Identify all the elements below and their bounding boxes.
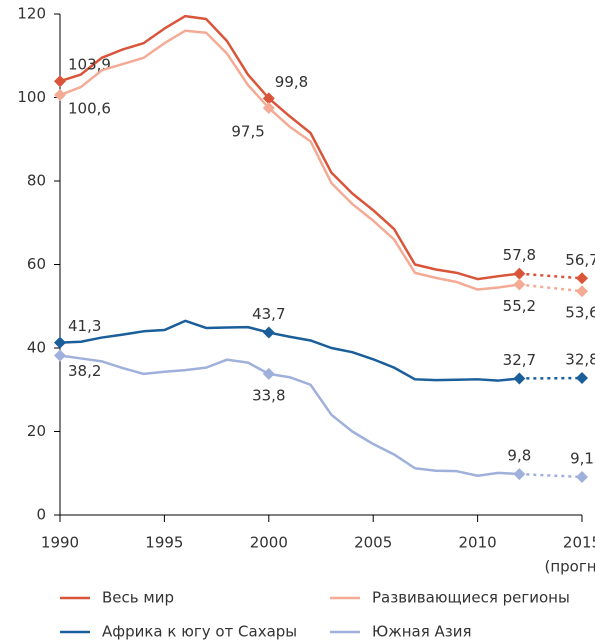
y-tick-label: 60 <box>27 255 46 273</box>
series-line <box>59 354 520 478</box>
marker <box>576 285 588 298</box>
marker <box>262 326 275 339</box>
marker <box>54 88 66 101</box>
y-tick-label: 120 <box>17 5 46 23</box>
data-label: 57,8 <box>503 246 536 264</box>
series-line <box>59 319 520 382</box>
marker <box>262 92 275 105</box>
forecast-note: (прогноз) <box>544 558 595 576</box>
marker <box>576 272 588 285</box>
data-label: 56,7 <box>565 251 595 269</box>
marker <box>54 75 66 88</box>
marker <box>513 372 526 385</box>
legend-label: Южная Азия <box>372 623 472 641</box>
y-tick-label: 20 <box>27 422 46 440</box>
legend-label: Африка к югу от Сахары <box>102 623 297 641</box>
x-tick-label: 2005 <box>354 534 392 552</box>
x-tick-label: 2000 <box>250 534 288 552</box>
marker <box>513 468 526 481</box>
data-label: 100,6 <box>68 99 111 117</box>
data-label: 55,2 <box>503 297 536 315</box>
marker <box>54 336 66 349</box>
data-label: 33,8 <box>252 386 285 404</box>
y-tick-label: 100 <box>17 88 46 106</box>
data-label: 32,8 <box>565 351 595 369</box>
data-label: 97,5 <box>231 122 264 140</box>
x-tick-label: 1995 <box>145 534 183 552</box>
forecast-line <box>519 283 583 293</box>
y-tick-label: 0 <box>36 506 46 524</box>
data-label: 9,1 <box>570 450 594 468</box>
data-label: 41,3 <box>68 317 101 335</box>
data-label: 32,7 <box>503 351 536 369</box>
data-label: 38,2 <box>68 362 101 380</box>
marker <box>513 267 526 280</box>
marker <box>576 471 588 484</box>
data-label: 9,8 <box>507 447 531 465</box>
marker <box>262 367 275 380</box>
data-label: 103,9 <box>68 56 111 74</box>
data-label: 43,7 <box>252 305 285 323</box>
forecast-line <box>519 472 583 479</box>
legend-label: Весь мир <box>102 589 174 607</box>
series-line <box>59 14 520 281</box>
y-tick-label: 40 <box>27 339 46 357</box>
marker <box>576 372 588 385</box>
x-tick-label: 2010 <box>459 534 497 552</box>
data-label: 53,6 <box>565 304 595 322</box>
y-tick-label: 80 <box>27 172 46 190</box>
x-tick-label: 2015 <box>563 534 595 552</box>
x-tick-label: 1990 <box>41 534 79 552</box>
marker <box>513 278 526 291</box>
forecast-line <box>519 272 583 280</box>
marker <box>262 101 275 114</box>
series-line <box>59 29 520 291</box>
marker <box>54 349 66 362</box>
legend-label: Развивающиеся регионы <box>372 589 570 607</box>
data-label: 99,8 <box>275 73 308 91</box>
